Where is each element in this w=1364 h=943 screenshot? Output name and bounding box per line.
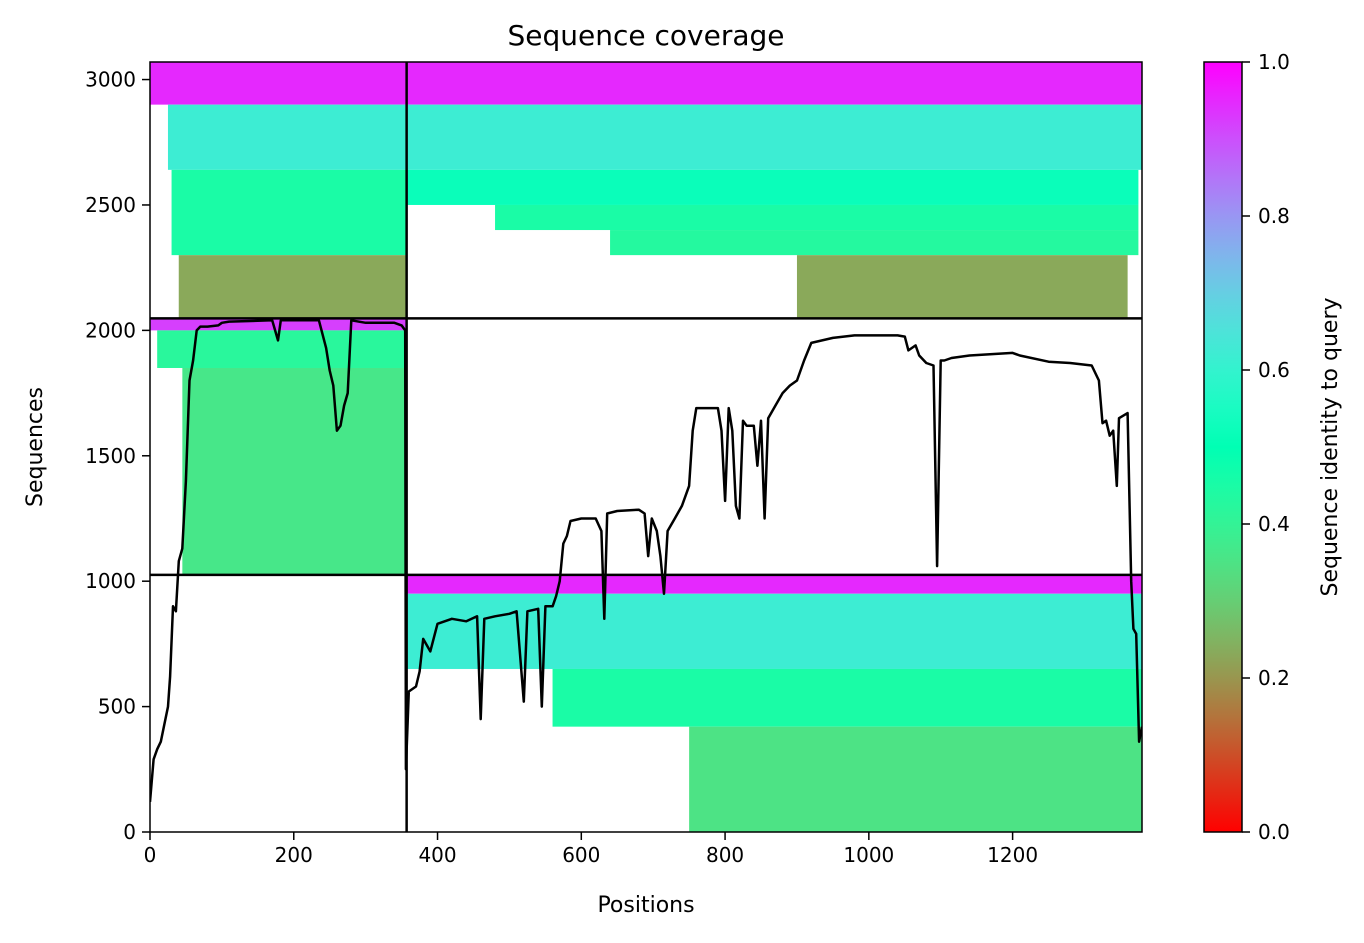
y-axis-label: Sequences (23, 387, 48, 507)
x-axis-label: Positions (597, 893, 694, 918)
x-tick-label: 800 (706, 843, 744, 867)
y-tick-label: 2500 (85, 193, 136, 217)
y-tick-label: 3000 (85, 68, 136, 92)
x-tick-label: 200 (275, 843, 313, 867)
colorbar-tick-label: 0.0 (1258, 820, 1290, 844)
x-tick-label: 0 (144, 843, 157, 867)
colorbar-tick-label: 1.0 (1258, 50, 1290, 74)
heatmap-layer (150, 62, 1142, 832)
block-top-left-band-1 (167, 104, 407, 170)
colorbar-tick-label: 0.4 (1258, 512, 1290, 536)
block-top-left-band-0 (150, 62, 407, 105)
x-tick-label: 1000 (843, 843, 894, 867)
x-axis: 0 200 400 600 800 1000 1200 (144, 832, 1038, 867)
block-middle-left-band-0 (150, 318, 407, 331)
block-top-left-band-2 (171, 169, 407, 256)
colorbar-label: Sequence identity to query (1318, 297, 1343, 596)
coverage-line-layer (150, 319, 1142, 803)
block-bottom-right (406, 574, 1142, 832)
colorbar-tick-label: 0.2 (1258, 666, 1290, 690)
block-bottom-right-band-3 (689, 726, 1142, 832)
block-middle-left-band-1 (157, 330, 407, 368)
block-top-right-band-3 (495, 204, 1139, 231)
x-tick-label: 400 (418, 843, 456, 867)
colorbar-axis: 0.0 0.2 0.4 0.6 0.8 1.0 (1242, 50, 1290, 844)
block-top-right-band-2 (406, 169, 1139, 205)
block-bottom-right-band-2 (552, 668, 1142, 727)
x-tick-label: 600 (562, 843, 600, 867)
y-tick-label: 0 (123, 820, 136, 844)
y-tick-label: 2000 (85, 318, 136, 342)
block-top-left-band-3 (178, 255, 407, 319)
block-top-right (406, 62, 1142, 318)
x-tick-label: 1200 (987, 843, 1038, 867)
y-tick-label: 1000 (85, 569, 136, 593)
block-middle-left (150, 318, 407, 575)
y-tick-label: 1500 (85, 444, 136, 468)
block-top-right-band-4 (610, 230, 1139, 256)
colorbar-tick-label: 0.8 (1258, 204, 1290, 228)
block-top-right-band-0 (406, 62, 1142, 105)
block-bottom-right-band-1 (406, 593, 1142, 669)
block-top-right-band-1 (406, 104, 1142, 170)
block-top-right-band-5 (796, 255, 1128, 318)
y-axis: 0 500 1000 1500 2000 2500 3000 (85, 68, 150, 844)
block-bottom-right-band-0 (406, 574, 1142, 594)
colorbar-bar (1203, 61, 1243, 833)
block-middle-left-band-2 (182, 367, 407, 575)
y-tick-label: 500 (98, 695, 136, 719)
block-top-left (150, 62, 407, 319)
chart-title: Sequence coverage (507, 19, 784, 52)
colorbar-tick-label: 0.6 (1258, 358, 1290, 382)
plot-frame (149, 61, 1143, 833)
coverage-line (150, 319, 1142, 803)
